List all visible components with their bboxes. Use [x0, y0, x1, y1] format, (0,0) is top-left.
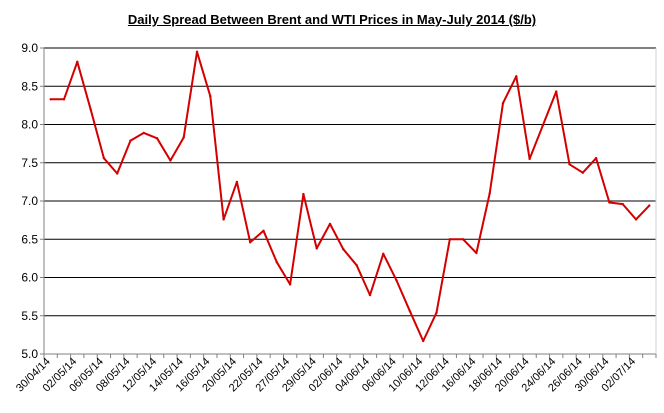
data-point — [448, 238, 451, 241]
y-tick-label: 8.5 — [21, 79, 38, 93]
data-point — [555, 90, 558, 93]
data-point — [475, 251, 478, 255]
data-point — [648, 204, 651, 207]
data-point — [275, 261, 278, 264]
data-point — [262, 229, 265, 232]
series-layer — [49, 50, 651, 343]
data-point — [515, 75, 518, 78]
data-point — [195, 50, 199, 53]
y-tick-label: 7.5 — [21, 156, 38, 170]
data-point — [581, 171, 584, 174]
gridlines — [44, 47, 656, 317]
data-point — [116, 172, 119, 175]
data-point — [422, 339, 425, 343]
data-point — [461, 238, 465, 241]
data-point — [608, 201, 611, 204]
data-point — [182, 136, 185, 139]
data-point — [155, 137, 159, 140]
data-point — [594, 157, 598, 160]
data-point — [342, 248, 345, 251]
data-point — [142, 131, 145, 135]
data-point — [382, 252, 385, 255]
data-point — [169, 159, 172, 162]
data-point — [62, 98, 66, 101]
data-point — [528, 157, 531, 161]
data-point — [249, 241, 252, 244]
data-point — [288, 283, 292, 286]
chart-title: Daily Spread Between Brent and WTI Price… — [127, 12, 537, 27]
data-point — [395, 279, 398, 282]
data-point — [102, 157, 106, 160]
data-point — [634, 218, 638, 221]
data-point — [76, 60, 79, 63]
axes — [40, 47, 657, 358]
series-line — [50, 50, 651, 342]
data-point — [209, 95, 212, 98]
data-point — [328, 222, 332, 226]
data-point — [129, 139, 132, 142]
data-point — [621, 202, 624, 206]
data-point — [355, 264, 358, 267]
data-point — [435, 311, 438, 314]
tick-labels: 5.05.56.06.57.07.58.08.59.030/04/1402/05… — [14, 41, 638, 394]
y-tick-label: 6.5 — [21, 232, 38, 246]
data-point — [488, 192, 491, 195]
data-point — [89, 108, 92, 111]
data-point — [315, 247, 318, 250]
y-tick-label: 5.0 — [21, 347, 38, 361]
data-point — [568, 163, 571, 166]
data-point — [222, 218, 225, 221]
data-point — [235, 180, 239, 184]
y-tick-label: 9.0 — [21, 41, 38, 55]
y-tick-label: 5.5 — [21, 309, 38, 323]
y-tick-label: 7.0 — [21, 194, 38, 208]
data-point — [368, 293, 372, 297]
data-point — [302, 192, 305, 196]
y-tick-label: 8.0 — [21, 118, 38, 132]
data-point — [49, 98, 52, 101]
y-tick-label: 6.0 — [21, 271, 38, 285]
data-point — [541, 124, 545, 127]
data-point — [408, 310, 412, 313]
data-point — [501, 101, 505, 105]
